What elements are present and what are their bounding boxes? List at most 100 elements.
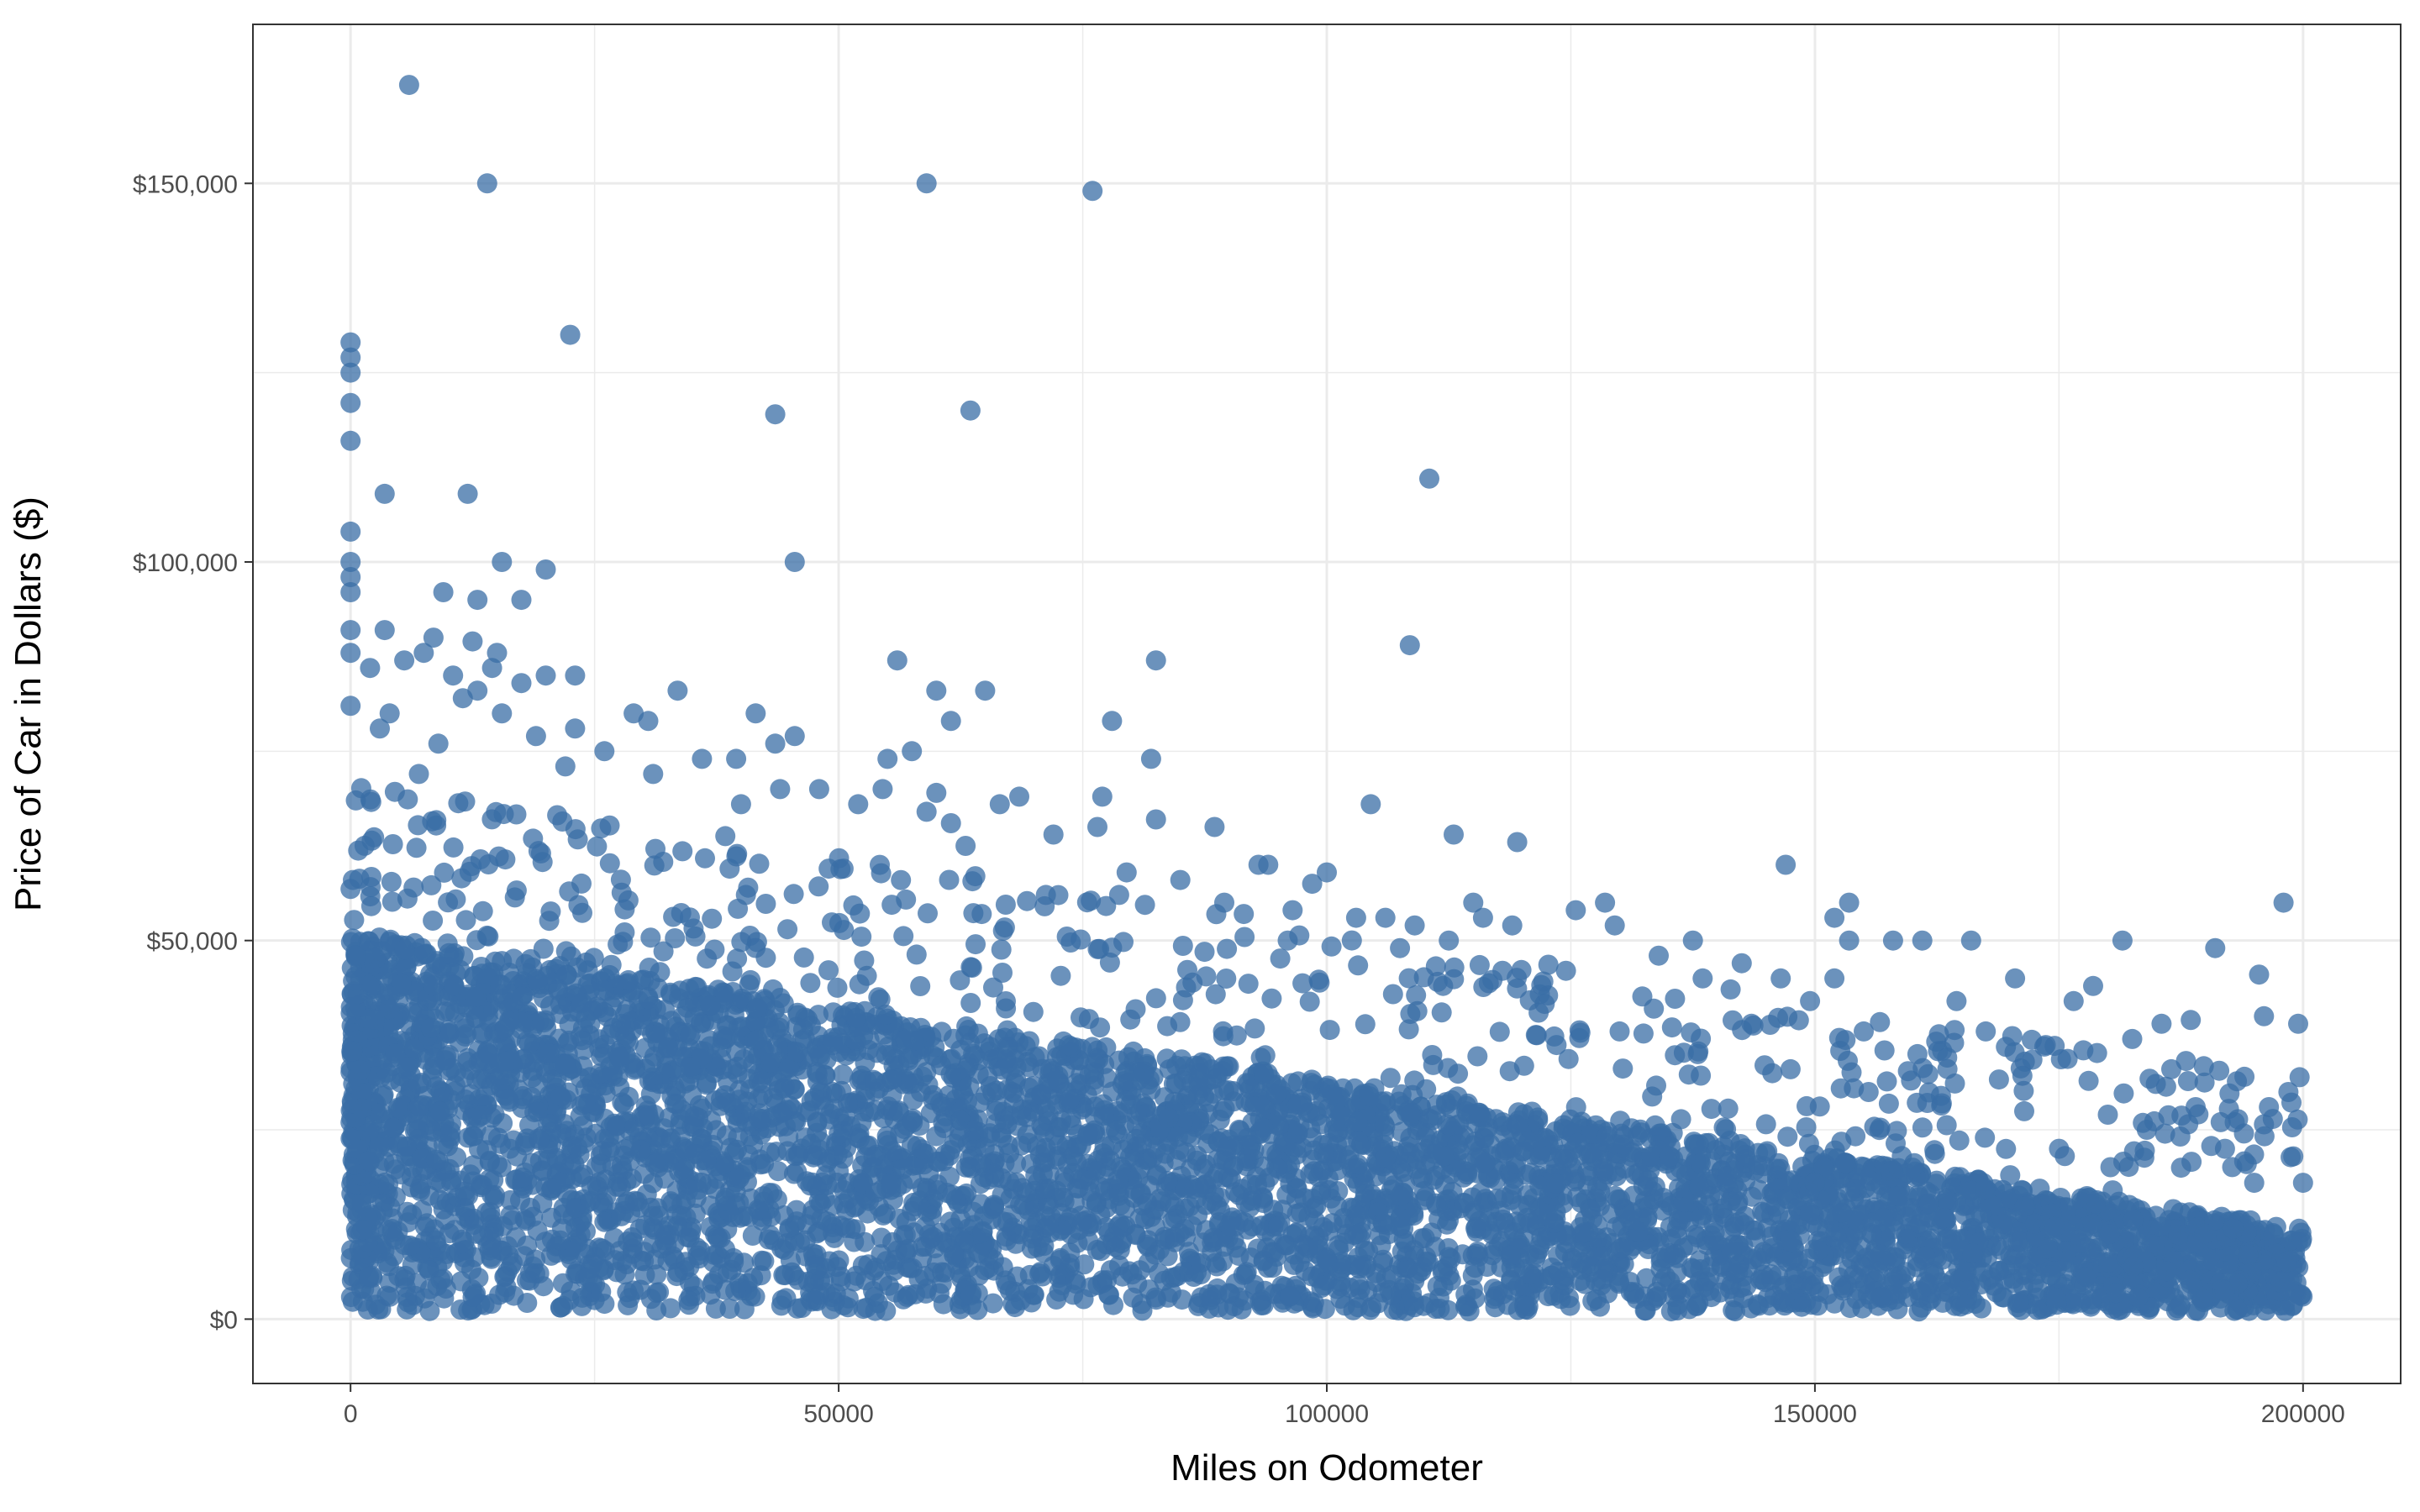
data-point [1817, 1284, 1838, 1305]
data-point [1391, 1121, 1412, 1142]
data-point [554, 1114, 575, 1134]
data-point [1656, 1247, 1677, 1268]
data-point [1334, 1295, 1355, 1316]
data-point [886, 1240, 908, 1261]
data-point [1574, 1222, 1595, 1243]
data-point [970, 1173, 991, 1194]
data-point [481, 1107, 502, 1128]
data-point [2008, 1293, 2029, 1314]
data-point [743, 1134, 764, 1155]
data-point [1492, 1116, 1513, 1137]
data-point [1313, 1275, 1334, 1296]
data-point [397, 1212, 418, 1233]
data-point [1939, 1282, 1960, 1303]
data-point [1559, 1288, 1579, 1309]
data-point [1328, 1181, 1349, 1202]
data-point [983, 1260, 1004, 1281]
data-point [1832, 1202, 1853, 1223]
data-point [2238, 1244, 2259, 1265]
data-point [765, 1019, 786, 1040]
data-point [780, 1250, 801, 1271]
data-point [468, 1268, 489, 1289]
data-point [1360, 1299, 1381, 1320]
data-point [1038, 1215, 1059, 1236]
data-point [1918, 1273, 1939, 1294]
data-point [1518, 1296, 1539, 1316]
data-point [784, 1079, 805, 1100]
data-point [1647, 1286, 1668, 1307]
data-point [1189, 1293, 1209, 1314]
data-point [1050, 1250, 1071, 1270]
data-point [382, 1208, 403, 1229]
data-point [593, 1260, 614, 1281]
data-point [1750, 1250, 1771, 1271]
data-point [1545, 1209, 1566, 1230]
data-point [1339, 1278, 1360, 1298]
data-point [1455, 1284, 1476, 1305]
data-point [1497, 1294, 1518, 1315]
data-point [2167, 1298, 2188, 1319]
data-point [1727, 1194, 1748, 1215]
data-point [1316, 1249, 1337, 1270]
data-point [1106, 1120, 1126, 1141]
data-point [553, 1295, 573, 1316]
data-point [572, 1056, 593, 1077]
data-point [640, 1197, 661, 1218]
data-point [944, 1028, 964, 1049]
data-point [1981, 1267, 2002, 1288]
data-point [702, 1273, 723, 1294]
data-point [1687, 1227, 1708, 1247]
data-point [1679, 1299, 1700, 1320]
data-point [833, 1064, 854, 1085]
data-point [1035, 1178, 1055, 1199]
data-point [1971, 1298, 1992, 1319]
data-point [1157, 1287, 1178, 1308]
data-point [660, 1298, 681, 1319]
data-point [897, 1286, 918, 1307]
data-point [1137, 1193, 1158, 1213]
data-point [2106, 1283, 2127, 1304]
data-point [414, 1216, 435, 1237]
data-point [773, 993, 794, 1014]
data-point [902, 1089, 923, 1110]
data-point [2075, 1267, 2096, 1288]
data-point [681, 1084, 702, 1105]
data-point [425, 1230, 446, 1251]
data-point [1226, 1237, 1247, 1258]
data-point [972, 1221, 993, 1242]
data-point [817, 1174, 838, 1195]
data-point [1607, 1189, 1628, 1210]
data-point [944, 1244, 965, 1265]
data-point [629, 1218, 650, 1239]
data-point [969, 1243, 990, 1264]
data-point [1870, 1244, 1891, 1265]
data-point [1054, 1191, 1075, 1212]
data-point [533, 1276, 554, 1297]
data-point [1165, 1226, 1186, 1247]
data-point [541, 1178, 562, 1199]
data-point [1745, 1220, 1765, 1241]
data-point [1404, 1297, 1425, 1318]
data-point [1776, 1251, 1797, 1272]
data-point [678, 1289, 699, 1310]
data-point [418, 1260, 439, 1281]
data-point [666, 1094, 687, 1115]
data-point [1440, 1270, 1461, 1291]
data-point [1329, 1261, 1350, 1282]
data-point [939, 1166, 960, 1187]
data-point [570, 1224, 591, 1245]
data-point [2290, 1285, 2311, 1306]
data-point [1023, 1284, 1044, 1305]
data-point [419, 1300, 440, 1321]
data-point [445, 1075, 466, 1096]
data-point [684, 1007, 705, 1028]
data-point [1019, 1264, 1040, 1285]
data-point [1429, 1288, 1449, 1308]
data-point [1436, 1214, 1457, 1235]
data-point [734, 1299, 755, 1320]
data-point [807, 1071, 828, 1092]
data-point [766, 1142, 786, 1163]
data-point [1520, 1264, 1541, 1285]
data-point [786, 1200, 807, 1221]
data-point [802, 1200, 823, 1221]
